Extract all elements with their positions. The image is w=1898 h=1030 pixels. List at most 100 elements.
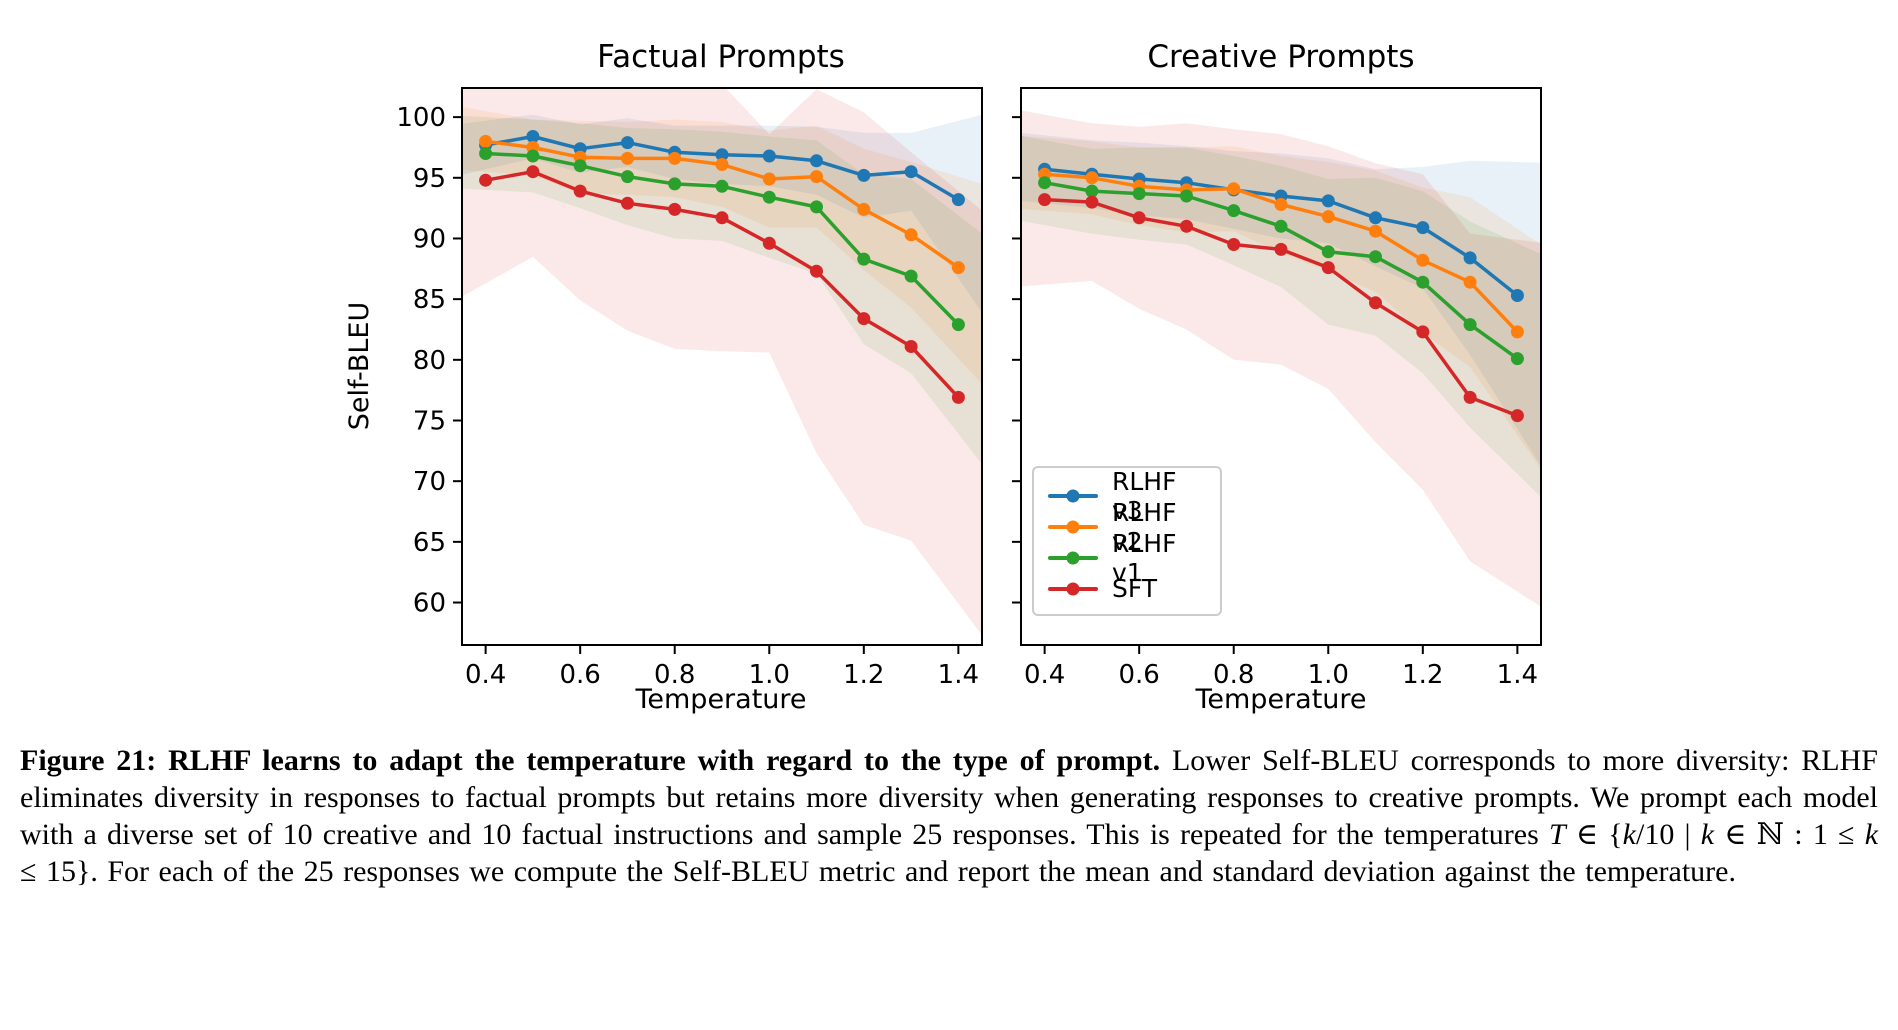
creative-prompts-chart: 0.4 0.6 0.8 1.0 1.2 1.4 <box>1012 87 1542 690</box>
data-point-marker <box>1132 211 1146 225</box>
y-tick-label: 85 <box>413 285 446 315</box>
data-point-marker <box>904 165 918 179</box>
data-point-marker <box>668 151 682 165</box>
x-axis-label-factual: Temperature <box>635 684 807 715</box>
legend-item-label: SFT <box>1112 574 1158 603</box>
legend-item-label: RLHF v1 <box>1112 528 1177 587</box>
legend-item-label: RLHF v2 <box>1112 497 1177 556</box>
y-tick-label: 100 <box>396 103 446 133</box>
data-point-marker <box>668 202 682 216</box>
series-markers-sft <box>479 165 965 404</box>
legend-item-rlhf-v1: RLHF v1 <box>1048 529 1206 587</box>
caption-bold-text: Figure 21: RLHF learns to adapt the temp… <box>20 744 1161 777</box>
data-point-marker <box>479 147 493 160</box>
x-axis-label-creative: Temperature <box>1195 684 1367 715</box>
data-point-marker <box>951 318 965 332</box>
data-point-marker <box>621 196 634 210</box>
y-tick-label: 75 <box>413 407 446 437</box>
x-tick-label: 1.0 <box>749 660 790 690</box>
x-tick-label: 0.6 <box>560 660 601 690</box>
data-point-marker <box>762 190 776 204</box>
x-tick-label: 0.4 <box>1024 660 1065 690</box>
legend-line-sample-icon <box>1048 520 1098 533</box>
x-tick-label: 0.8 <box>654 660 695 690</box>
data-point-marker <box>479 173 493 187</box>
legend-item-rlhf-v2: RLHF v2 <box>1048 498 1206 556</box>
data-point-marker <box>762 149 776 163</box>
data-point-marker <box>1463 251 1477 265</box>
x-tick-label: 1.2 <box>1402 660 1443 690</box>
y-tick-label: 70 <box>413 467 446 497</box>
data-point-marker <box>1038 176 1052 190</box>
x-tick-label: 1.0 <box>1308 660 1349 690</box>
y-tick-label: 80 <box>413 346 446 376</box>
series-markers-rlhf-v1 <box>479 147 965 332</box>
data-point-marker <box>1227 238 1241 251</box>
caption-text: Lower Self-BLEU corresponds to more dive… <box>20 744 1878 851</box>
factual-chart-title: Factual Prompts <box>597 39 845 75</box>
data-point-marker <box>1510 352 1524 366</box>
data-point-marker <box>904 228 918 242</box>
x-tick-label: 1.4 <box>938 660 979 690</box>
data-point-marker <box>621 151 634 165</box>
data-point-marker <box>951 261 965 275</box>
x-tick-label: 1.4 <box>1497 660 1538 690</box>
data-point-marker <box>1274 198 1288 211</box>
series-markers-sft <box>1038 193 1524 423</box>
caption-text: /10 | <box>1635 818 1701 851</box>
data-point-marker <box>1321 261 1335 275</box>
axes <box>461 87 983 646</box>
data-point-marker <box>1463 390 1477 404</box>
data-point-marker <box>1416 253 1430 267</box>
caption-text: ∈ { <box>1565 818 1623 851</box>
y-axis-ticks: 100 95 90 85 80 75 70 65 60 <box>396 103 462 619</box>
y-tick-label: 90 <box>413 224 446 254</box>
data-point-marker <box>573 159 587 173</box>
x-tick-label: 0.8 <box>1213 660 1254 690</box>
x-tick-label: 0.4 <box>465 660 506 690</box>
series-lines <box>479 130 965 404</box>
legend: RLHF v3 RLHF v2 RLHF v1 SFT <box>1032 466 1222 616</box>
band-rlhf-v2 <box>462 106 982 385</box>
data-point-marker <box>526 130 540 143</box>
legend-line-sample-icon <box>1048 582 1098 595</box>
band-rlhf-v3 <box>1021 132 1541 466</box>
data-point-marker <box>1227 182 1241 196</box>
x-tick-label: 0.6 <box>1119 660 1160 690</box>
data-point-marker <box>479 134 493 148</box>
data-point-marker <box>1274 242 1288 256</box>
data-point-marker <box>951 193 965 207</box>
data-point-marker <box>1085 171 1099 185</box>
data-point-marker <box>1085 195 1099 209</box>
data-point-marker <box>951 390 965 404</box>
data-point-marker <box>1321 210 1335 224</box>
y-axis-ticks <box>1012 116 1021 604</box>
data-point-marker <box>526 165 540 179</box>
data-point-marker <box>1416 275 1430 289</box>
data-point-marker <box>857 252 871 266</box>
data-point-marker <box>715 158 729 171</box>
data-point-marker <box>1085 184 1099 198</box>
band-sft <box>1021 110 1541 607</box>
data-point-marker <box>715 148 729 162</box>
band-rlhf-v3 <box>462 114 982 313</box>
band-sft <box>462 88 982 636</box>
legend-item-sft: SFT <box>1048 573 1206 604</box>
data-point-marker <box>1274 219 1288 233</box>
data-point-marker <box>1463 275 1477 289</box>
series-markers-rlhf-v2 <box>1038 167 1524 339</box>
data-point-marker <box>573 184 587 198</box>
figure-caption: Figure 21: RLHF learns to adapt the temp… <box>20 742 1878 890</box>
data-point-marker <box>810 264 823 278</box>
data-point-marker <box>762 172 776 186</box>
data-point-marker <box>621 136 634 150</box>
legend-line-sample-icon <box>1048 551 1098 564</box>
plot-border <box>1020 87 1542 646</box>
x-axis-ticks: 0.4 0.6 0.8 1.0 1.2 1.4 <box>1024 645 1538 690</box>
data-point-marker <box>1321 194 1335 208</box>
caption-text: ≤ 15}. For each of the 25 responses we c… <box>20 855 1736 888</box>
x-tick-label: 1.2 <box>843 660 884 690</box>
data-point-marker <box>715 179 729 193</box>
data-point-marker <box>904 269 918 283</box>
y-tick-label: 95 <box>413 164 446 194</box>
